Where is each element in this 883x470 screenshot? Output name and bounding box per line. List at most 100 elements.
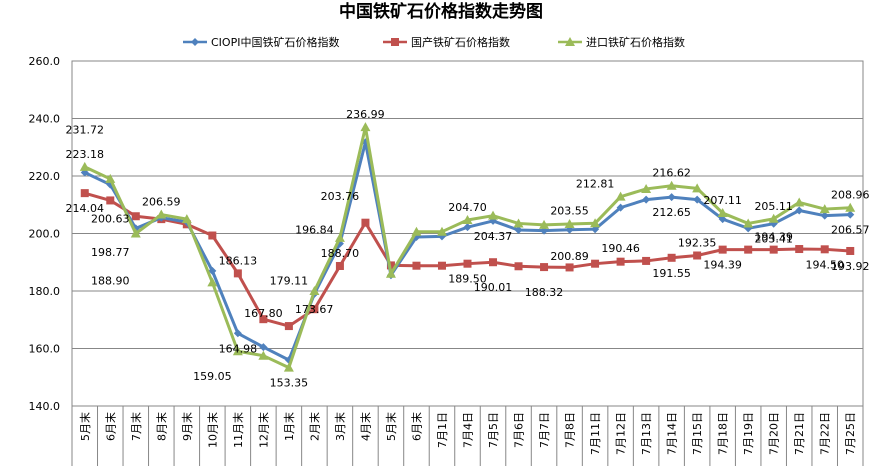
triangle-marker [564, 219, 575, 229]
square-marker [131, 212, 140, 221]
diamond-marker [642, 195, 651, 204]
chart-title: 中国铁矿石价格指数走势图 [339, 1, 543, 22]
square-marker [412, 261, 421, 270]
diamond-marker [846, 210, 855, 219]
diamond-marker [795, 206, 804, 215]
legend-label: 国产铁矿石价格指数 [411, 35, 510, 49]
x-tick-label: 7月7日 [538, 412, 551, 448]
x-tick-label: 7月12日 [615, 412, 628, 455]
x-tick-label: 7月25日 [844, 412, 857, 455]
data-label: 190.46 [601, 242, 640, 255]
data-label: 203.76 [321, 190, 360, 203]
data-label: 231.72 [66, 123, 105, 136]
triangle-marker [385, 268, 396, 278]
legend-label: CIOPI中国铁矿石价格指数 [211, 35, 339, 49]
triangle-marker [207, 277, 218, 287]
triangle-marker [717, 208, 728, 218]
triangle-marker [283, 362, 294, 372]
series-layer [79, 122, 856, 372]
triangle-marker [692, 183, 703, 193]
square-marker [489, 258, 498, 267]
y-tick-label: 200.0 [29, 228, 61, 241]
data-label: 190.01 [474, 281, 513, 294]
x-tick-label: 7月15日 [691, 412, 704, 455]
x-tick-label: 5月末 [78, 412, 92, 441]
x-tick-label: 1月末 [282, 412, 296, 441]
data-label: 204.70 [448, 201, 487, 214]
y-tick-label: 160.0 [29, 343, 61, 356]
square-marker [437, 261, 446, 270]
diamond-marker [667, 193, 676, 202]
square-marker [80, 189, 89, 198]
square-marker [718, 245, 727, 254]
x-tick-label: 7月6日 [513, 412, 526, 448]
y-tick-label: 220.0 [29, 170, 61, 183]
square-marker [744, 245, 753, 254]
series-diamond [80, 138, 855, 364]
y-tick-label: 180.0 [29, 285, 61, 298]
square-marker [391, 38, 399, 46]
triangle-marker [105, 173, 116, 183]
data-label: 192.35 [678, 236, 717, 249]
x-tick-label: 10月末 [205, 412, 219, 448]
data-label: 200.63 [91, 213, 130, 226]
data-label: 188.32 [525, 286, 564, 299]
square-marker [591, 259, 600, 268]
square-marker [846, 246, 855, 255]
diamond-marker [718, 215, 727, 224]
square-marker [514, 262, 523, 271]
triangle-marker [360, 122, 371, 132]
data-label: 194.50 [805, 258, 844, 271]
square-marker [693, 251, 702, 260]
data-label: 189.50 [448, 273, 487, 286]
data-label: 173.67 [295, 303, 334, 316]
series-line [84, 125, 851, 370]
data-label: 164.98 [219, 342, 258, 355]
diamond-marker [259, 343, 268, 352]
data-label: 208.96 [831, 189, 870, 202]
square-marker [335, 261, 344, 270]
axes: 140.0 160.0 180.0 200.0 220.0 240.0 260.0 5月末 6月… [29, 55, 864, 466]
x-tick-label: 7月1日 [436, 412, 449, 448]
series-triangle [79, 122, 856, 372]
y-tick-label: 140.0 [29, 400, 61, 413]
triangle-marker [845, 202, 856, 212]
data-label: 191.55 [652, 267, 691, 280]
x-tick-label: 6月末 [409, 412, 423, 441]
triangle-marker [539, 219, 550, 229]
data-label: 188.90 [91, 274, 130, 287]
x-tick-label: 7月8日 [564, 412, 577, 448]
square-marker [667, 253, 676, 262]
triangle-marker [819, 204, 830, 214]
plot-border [71, 60, 864, 407]
x-tick-label: 7月5日 [487, 412, 500, 448]
triangle-marker [615, 191, 626, 201]
x-tick-label: 12月末 [256, 412, 270, 448]
square-marker [565, 263, 574, 272]
triangle-marker [309, 286, 320, 295]
triangle-marker [768, 213, 779, 223]
data-label: 198.77 [91, 246, 130, 259]
data-label: 159.05 [193, 370, 232, 383]
y-tick-label: 240.0 [29, 113, 61, 126]
diamond-marker [693, 195, 702, 204]
triangle-marker [156, 209, 167, 219]
x-tick-label: 3月末 [333, 412, 347, 441]
data-label: 188.70 [321, 247, 360, 260]
diamond-marker [463, 223, 472, 232]
triangle-marker [130, 228, 141, 238]
triangle-marker [232, 346, 243, 356]
data-label: 167.80 [244, 307, 283, 320]
data-label: 204.37 [474, 230, 513, 243]
data-label: 212.65 [652, 206, 691, 219]
x-tick-label: 7月22日 [819, 412, 832, 455]
triangle-marker [590, 218, 601, 228]
triangle-marker [565, 37, 575, 46]
triangle-marker [666, 180, 677, 190]
data-label: 223.18 [66, 148, 105, 161]
triangle-marker [436, 226, 447, 236]
triangle-marker [462, 214, 473, 224]
data-label: 236.99 [346, 108, 385, 121]
x-tick-label: 6月末 [103, 412, 117, 441]
